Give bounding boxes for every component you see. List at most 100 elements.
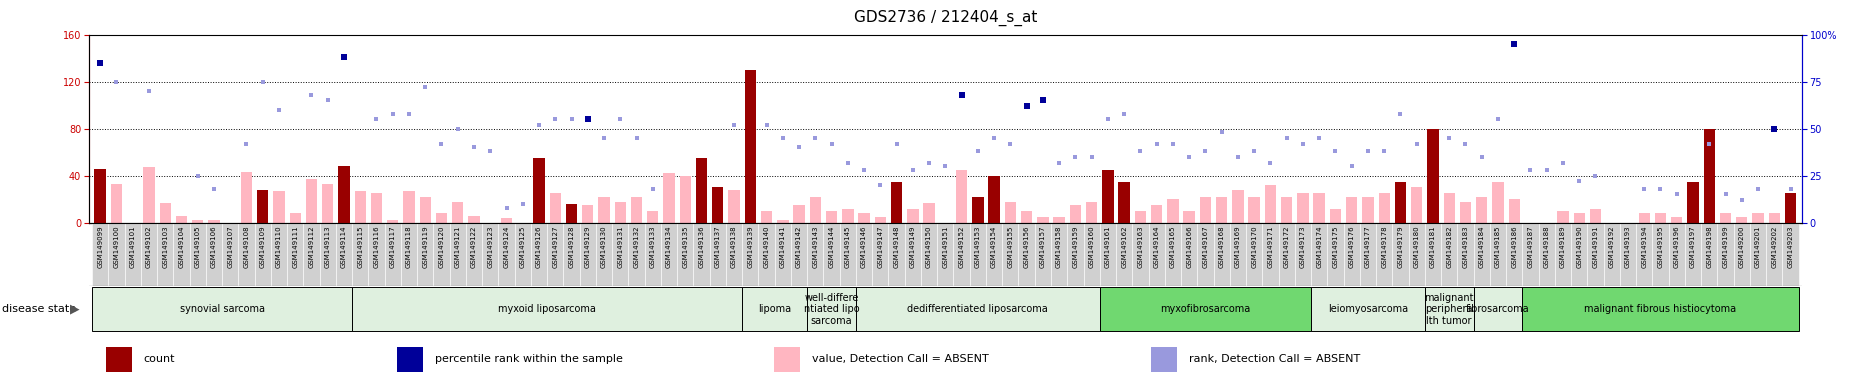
Bar <box>1393 223 1408 286</box>
Bar <box>1214 223 1230 286</box>
Bar <box>1426 129 1439 223</box>
Bar <box>794 205 805 223</box>
Bar <box>1652 223 1669 286</box>
Bar <box>744 70 757 223</box>
Text: GSM149113: GSM149113 <box>326 225 331 268</box>
Bar <box>905 223 921 286</box>
Text: GSM149106: GSM149106 <box>211 225 216 268</box>
Bar <box>644 223 660 286</box>
Text: GSM149197: GSM149197 <box>1691 225 1696 268</box>
Bar <box>1280 197 1293 223</box>
Text: GSM149103: GSM149103 <box>163 225 168 268</box>
Bar <box>385 223 401 286</box>
Bar <box>1262 223 1278 286</box>
Bar <box>157 223 174 286</box>
Bar <box>1103 170 1114 223</box>
Text: GSM149178: GSM149178 <box>1382 225 1388 268</box>
Text: GSM149155: GSM149155 <box>1008 225 1014 268</box>
Bar <box>209 220 220 223</box>
Text: rank, Detection Call = ABSENT: rank, Detection Call = ABSENT <box>1188 354 1360 364</box>
Text: GSM149105: GSM149105 <box>194 225 200 268</box>
Text: GSM149196: GSM149196 <box>1674 225 1680 268</box>
Bar <box>468 216 479 223</box>
Text: GSM149186: GSM149186 <box>1511 225 1517 268</box>
Bar <box>694 223 710 286</box>
Bar <box>596 223 612 286</box>
Text: GSM149165: GSM149165 <box>1169 225 1177 268</box>
Bar <box>710 223 725 286</box>
Bar <box>1587 223 1604 286</box>
Bar <box>109 223 124 286</box>
Bar <box>923 203 934 223</box>
Bar <box>871 223 888 286</box>
Bar <box>758 223 775 286</box>
Text: malignant
periphera
lth tumor: malignant periphera lth tumor <box>1424 293 1474 326</box>
Bar <box>222 223 239 286</box>
Text: GSM149187: GSM149187 <box>1528 225 1534 268</box>
Bar <box>631 197 642 223</box>
Text: dedifferentiated liposarcoma: dedifferentiated liposarcoma <box>908 304 1049 314</box>
Text: GSM149117: GSM149117 <box>390 225 396 268</box>
Text: GSM149107: GSM149107 <box>228 225 233 268</box>
Bar <box>305 179 316 223</box>
Bar <box>352 223 368 286</box>
Bar <box>240 172 252 223</box>
Bar <box>842 209 853 223</box>
Bar <box>549 193 561 223</box>
Bar <box>777 220 788 223</box>
Bar <box>105 346 131 372</box>
Bar <box>1067 223 1084 286</box>
Bar <box>1493 182 1504 223</box>
Bar <box>810 197 821 223</box>
Bar <box>498 223 514 286</box>
Text: GSM149139: GSM149139 <box>747 225 753 268</box>
Bar <box>1116 223 1132 286</box>
Bar <box>1326 223 1343 286</box>
Bar <box>969 223 986 286</box>
Text: GSM149193: GSM149193 <box>1624 225 1632 268</box>
Bar <box>403 191 414 223</box>
Text: GSM149150: GSM149150 <box>927 225 932 268</box>
Bar <box>823 223 840 286</box>
Bar <box>1297 193 1308 223</box>
Text: GSM149200: GSM149200 <box>1739 225 1745 268</box>
Text: GSM149152: GSM149152 <box>958 225 964 268</box>
Text: GSM149124: GSM149124 <box>503 225 509 268</box>
Text: GSM149199: GSM149199 <box>1722 225 1728 268</box>
Bar <box>629 223 644 286</box>
Bar <box>906 209 919 223</box>
Text: GSM149127: GSM149127 <box>553 225 559 268</box>
Bar <box>174 223 189 286</box>
Bar <box>1347 197 1358 223</box>
Bar <box>111 184 122 223</box>
Text: GSM149129: GSM149129 <box>585 225 590 268</box>
Bar <box>988 176 999 223</box>
Bar <box>1312 287 1424 331</box>
Text: GSM149166: GSM149166 <box>1186 225 1191 268</box>
Bar <box>257 190 268 223</box>
Bar <box>971 197 984 223</box>
Bar <box>648 211 659 223</box>
Bar <box>1474 287 1523 331</box>
Bar <box>1717 223 1733 286</box>
Text: GSM149102: GSM149102 <box>146 225 152 268</box>
Bar <box>857 287 1099 331</box>
Text: GSM149114: GSM149114 <box>340 225 348 268</box>
Bar <box>1508 199 1521 223</box>
Bar <box>857 223 871 286</box>
Bar <box>290 214 302 223</box>
Text: GSM149133: GSM149133 <box>649 225 655 268</box>
Text: GSM149118: GSM149118 <box>405 225 413 268</box>
Text: GSM149203: GSM149203 <box>1787 225 1793 268</box>
Bar <box>1424 287 1474 331</box>
Text: GSM149141: GSM149141 <box>781 225 786 268</box>
Text: GSM149101: GSM149101 <box>130 225 135 268</box>
Bar <box>501 218 512 223</box>
Text: GSM149175: GSM149175 <box>1332 225 1338 268</box>
Text: GSM149132: GSM149132 <box>633 225 640 268</box>
Text: GSM149188: GSM149188 <box>1543 225 1550 268</box>
Text: GSM149151: GSM149151 <box>942 225 949 268</box>
Bar <box>1671 217 1682 223</box>
Bar <box>322 184 333 223</box>
Text: GSM149185: GSM149185 <box>1495 225 1500 268</box>
